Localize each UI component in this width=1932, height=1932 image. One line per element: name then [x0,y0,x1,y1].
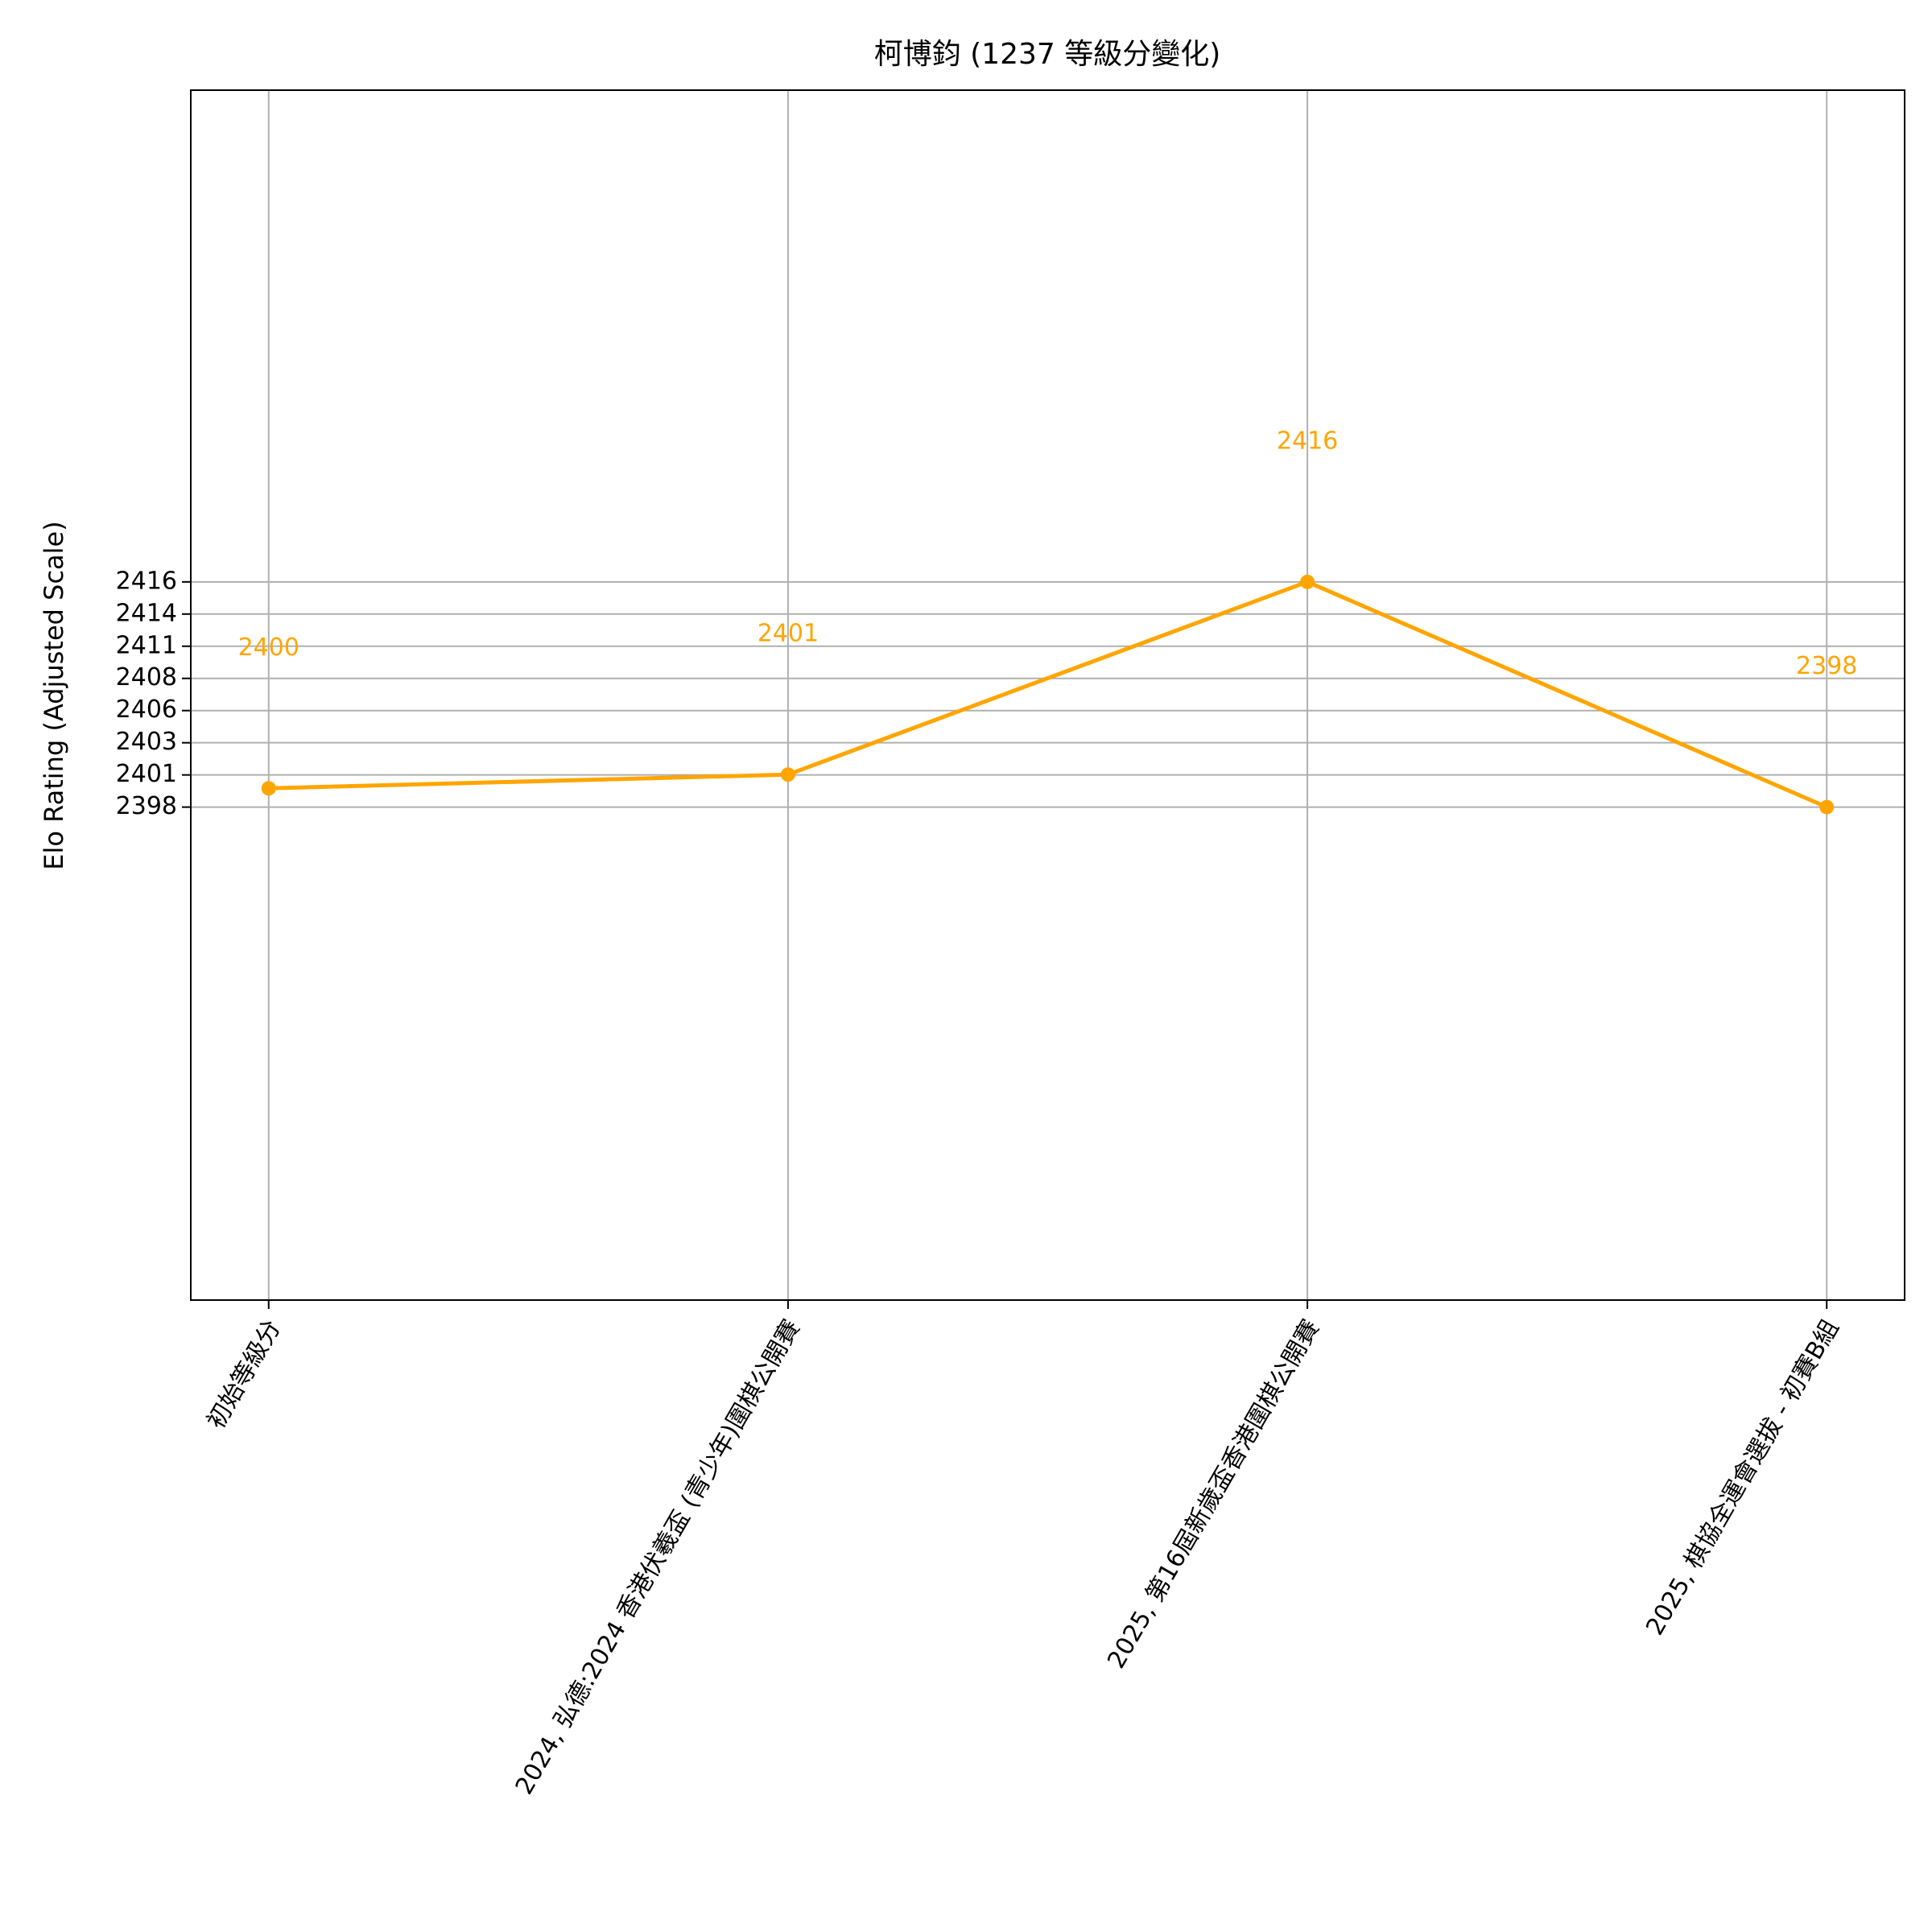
point [1819,799,1835,815]
plot-frame [190,89,1905,1301]
y-tick-label: 2406 [116,696,177,724]
y-tick-label: 2416 [116,567,177,595]
data-label: 2416 [1277,427,1338,455]
y-tick-label: 2408 [116,663,177,691]
chart-title: 柯博鈞 (1237 等級分變化) [874,38,1221,71]
data-label: 2398 [1796,652,1857,680]
data-label: 2401 [758,620,819,648]
y-tick-label: 2403 [116,728,177,756]
y-tick-label: 2398 [116,792,177,820]
y-tick-label: 2414 [116,599,177,627]
y-tick-label: 2411 [116,631,177,659]
y-tick-label: 2401 [116,760,177,788]
line [268,580,1828,809]
data-label: 2400 [238,634,299,662]
point [261,781,276,796]
point [780,767,795,782]
y-axis-label: Elo Rating (Adjusted Scale) [39,521,69,869]
point [1300,574,1315,589]
